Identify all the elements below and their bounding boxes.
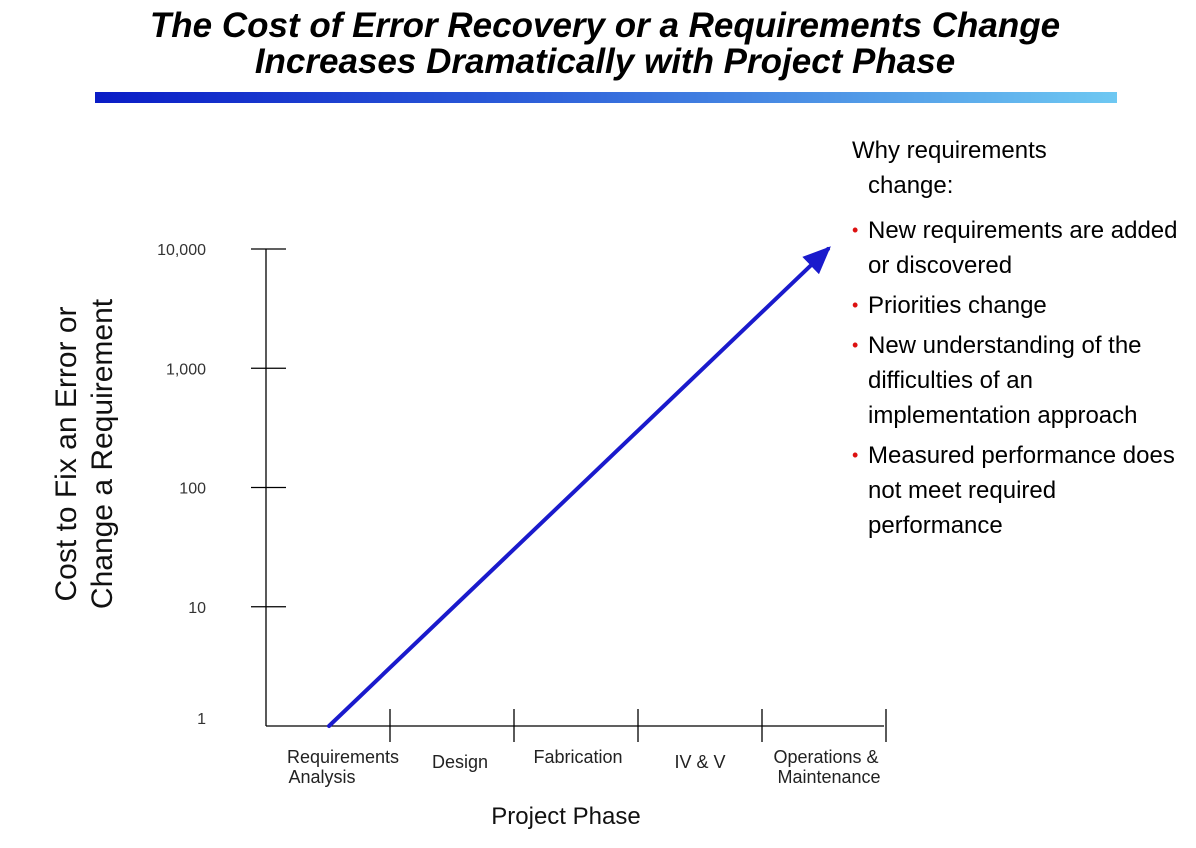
y-tick-label: 10 — [188, 600, 206, 617]
x-tick-label: IV & V — [674, 752, 725, 772]
reason-item: • Priorities change — [852, 288, 1192, 323]
side-heading: Why requirements change: — [852, 133, 1192, 203]
y-axis-label-line: Cost to Fix an Error or — [50, 306, 83, 601]
x-tick-label: Requirements — [287, 747, 399, 767]
bullet-dot-icon: • — [852, 295, 859, 315]
title-line-2: Increases Dramatically with Project Phas… — [254, 42, 956, 81]
x-tick-label: Analysis — [288, 767, 355, 787]
title-underline-bar — [95, 92, 1117, 103]
x-tick-label: Operations & — [773, 747, 878, 767]
side-panel: Why requirements change: • New requiremen… — [852, 133, 1192, 548]
x-tick-label: Maintenance — [777, 767, 880, 787]
x-tick-label: Fabrication — [533, 747, 622, 767]
side-heading-line-2: change: — [868, 172, 954, 199]
x-tick-label: Design — [432, 752, 488, 772]
x-axis-label: Project Phase — [491, 803, 640, 830]
reason-item: • New requirements are added or discovere… — [852, 213, 1192, 283]
bullet-dot-icon: • — [852, 220, 859, 240]
slide-title: The Cost of Error Recovery or a Requirem… — [0, 8, 1196, 80]
reason-item: • Measured performance does not meet requ… — [852, 438, 1192, 543]
side-heading-line-1: Why requirements — [852, 137, 1047, 164]
reason-text: Priorities change — [868, 292, 1047, 319]
bullet-dot-icon: • — [852, 335, 859, 355]
reason-text: Measured performance does not meet requi… — [868, 442, 1175, 539]
y-tick-label: 100 — [179, 481, 206, 498]
reasons-list: • New requirements are added or discovere… — [852, 213, 1192, 543]
title-line-1: The Cost of Error Recovery or a Requirem… — [149, 6, 1061, 45]
y-tick-label: 1,000 — [166, 361, 206, 378]
reason-item: • New understanding of the difficulties o… — [852, 328, 1192, 433]
y-axis-label-line: Change a Requirement — [86, 298, 119, 609]
reason-text: New requirements are added or discovered — [868, 217, 1178, 279]
y-tick-label: 1 — [197, 711, 206, 728]
y-tick-label: 10,000 — [157, 242, 206, 259]
cost-trend-line — [327, 246, 831, 728]
bullet-dot-icon: • — [852, 445, 859, 465]
reason-text: New understanding of the difficulties of… — [868, 332, 1142, 429]
